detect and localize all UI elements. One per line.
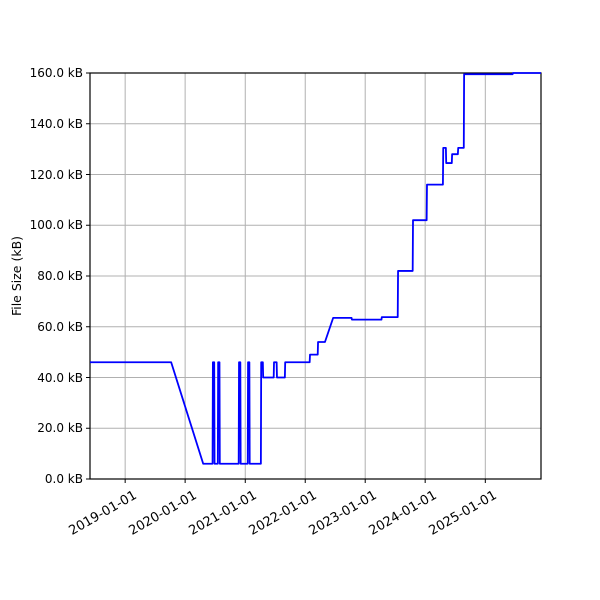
y-tick-label: 60.0 kB [37, 319, 83, 334]
y-tick-label: 160.0 kB [29, 66, 83, 80]
y-tick-label: 120.0 kB [29, 167, 83, 182]
y-tick-label: 20.0 kB [37, 421, 83, 436]
y-tick-label: 140.0 kB [29, 116, 83, 131]
data-line-file-size [90, 72, 541, 465]
y-tick-label: 40.0 kB [37, 370, 83, 385]
y-tick-label: 100.0 kB [29, 218, 83, 233]
y-tick-label: 80.0 kB [37, 269, 83, 283]
y-tick-label: 0.0 kB [44, 472, 83, 486]
